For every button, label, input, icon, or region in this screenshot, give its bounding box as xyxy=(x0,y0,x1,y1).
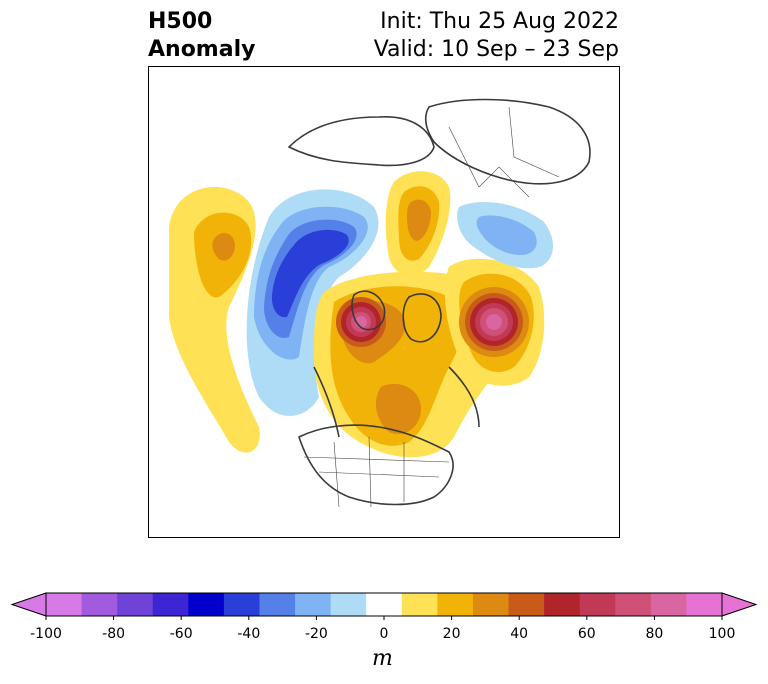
colorbar-bin xyxy=(615,593,652,616)
colorbar-bin xyxy=(544,593,581,616)
asia-trough xyxy=(457,202,554,269)
init-date: Init: Thu 25 Aug 2022 xyxy=(380,9,619,34)
colorbar-tick-label: 20 xyxy=(442,626,461,642)
colorbar-bin xyxy=(650,593,687,616)
anomaly-map xyxy=(169,98,591,508)
colorbar-tick-label: -20 xyxy=(304,626,328,642)
chart-title-left: H500 Anomaly xyxy=(148,8,255,64)
colorbar-tick-label: 100 xyxy=(708,626,736,642)
borders xyxy=(303,106,560,508)
colorbar-bin xyxy=(508,593,545,616)
colorbar-bin xyxy=(259,593,296,616)
colorbar-bin xyxy=(330,593,367,616)
colorbar-bin xyxy=(472,593,510,616)
colorbar-bin xyxy=(46,593,83,616)
colorbar-tick-label: -40 xyxy=(237,626,261,642)
colorbar-bin xyxy=(223,593,260,616)
colorbar-extend-low xyxy=(10,592,47,617)
europe-ridge xyxy=(444,258,545,386)
colorbar-extend-high xyxy=(721,592,758,617)
colorbar xyxy=(10,592,758,620)
colorbar-bin xyxy=(81,593,118,616)
colorbar-tick-label: -80 xyxy=(102,626,126,642)
colorbar-tick-label: 80 xyxy=(645,626,664,642)
colorbar-bin xyxy=(295,593,332,616)
title-type: Anomaly xyxy=(148,37,256,62)
colorbar-bin xyxy=(401,593,438,616)
map-panel xyxy=(148,66,620,538)
colorbar-bin xyxy=(366,593,403,616)
alaska-trough xyxy=(246,189,379,416)
colorbar-tick-label: 0 xyxy=(379,626,389,642)
colorbar-unit: m xyxy=(372,646,393,671)
colorbar-bin xyxy=(579,593,616,616)
arctic-ridge xyxy=(385,171,451,276)
colorbar-bin xyxy=(686,593,723,616)
pacific-ridge xyxy=(169,187,260,453)
coastlines xyxy=(288,98,591,506)
colorbar-bin xyxy=(437,593,474,616)
colorbar-bin xyxy=(188,593,225,616)
colorbar-bin xyxy=(117,593,154,616)
title-variable: H500 xyxy=(148,9,213,34)
colorbar-bin xyxy=(152,593,189,616)
colorbar-tick-label: 40 xyxy=(510,626,529,642)
chart-title-right: Init: Thu 25 Aug 2022 Valid: 10 Sep – 23… xyxy=(374,8,619,64)
valid-range: Valid: 10 Sep – 23 Sep xyxy=(373,37,619,62)
colorbar-tick-label: 60 xyxy=(577,626,596,642)
colorbar-tick-label: -100 xyxy=(30,626,62,642)
colorbar-tick-label: -60 xyxy=(169,626,193,642)
